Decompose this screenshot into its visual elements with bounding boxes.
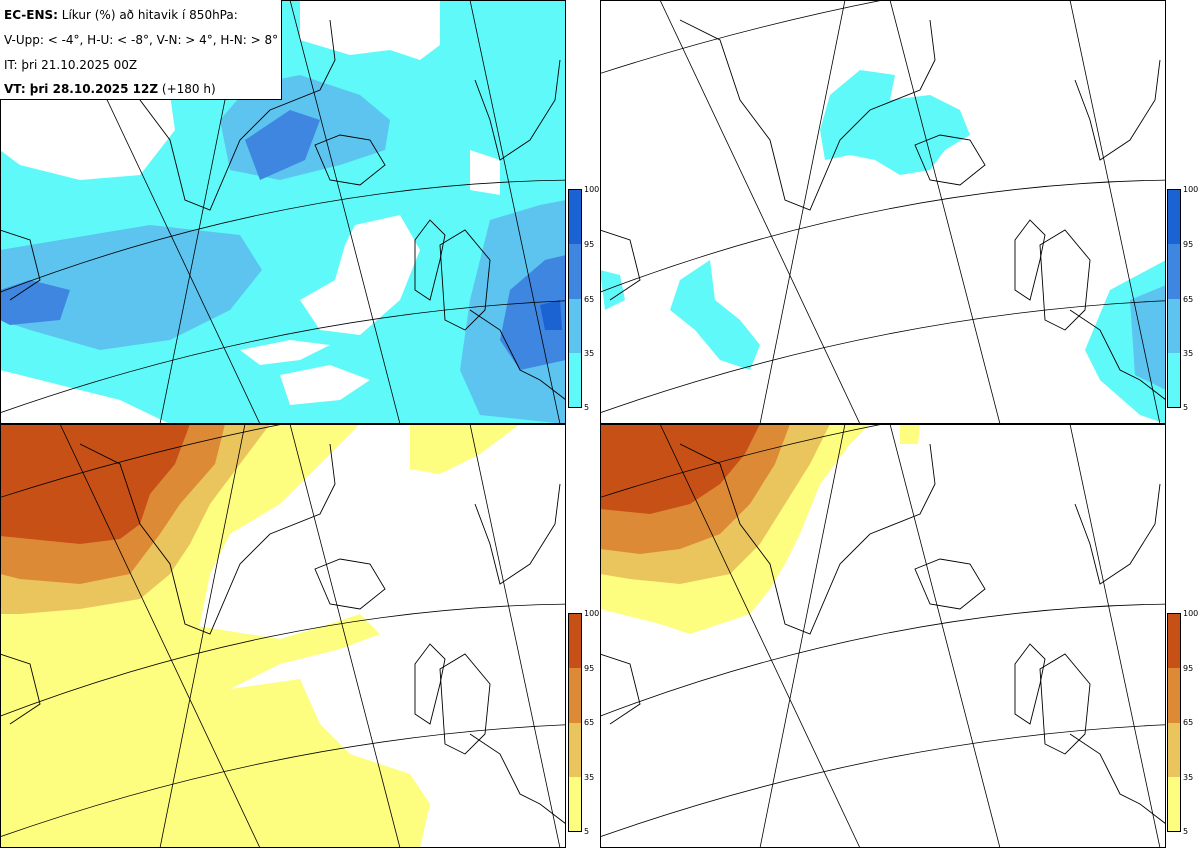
- valid-time: VT: þri 28.10.2025 12Z: [4, 82, 159, 96]
- colorbar-seg: [1168, 352, 1180, 407]
- colorbar-seg: [569, 614, 581, 669]
- colorbar-tick: 35: [1183, 349, 1194, 358]
- colorbar-tick: 65: [584, 718, 595, 727]
- colorbar-cold-left: [568, 189, 582, 408]
- model-label: EC-ENS:: [4, 8, 58, 22]
- map-cold-minus-8: [600, 0, 1166, 424]
- colorbar-tick: 5: [584, 403, 590, 412]
- coastlines: [600, 443, 1166, 825]
- colorbar-tick: 100: [584, 609, 600, 618]
- legend-info-box: EC-ENS: Líkur (%) að hitavik í 850hPa: V…: [0, 0, 282, 100]
- colorbar-seg: [569, 722, 581, 777]
- colorbar-tick: 5: [1183, 403, 1189, 412]
- graticule: [0, 424, 566, 848]
- colorbar-tick: 35: [584, 349, 595, 358]
- colorbar-tick: 95: [1183, 664, 1194, 673]
- coastlines: [0, 443, 566, 825]
- colorbar-tick: 65: [1183, 295, 1194, 304]
- map-warm-plus-4: [0, 424, 566, 848]
- colorbar-tick: 5: [584, 827, 590, 836]
- chart-description: Líkur (%) að hitavik í 850hPa:: [61, 8, 238, 22]
- colorbar-seg: [569, 352, 581, 407]
- colorbar-warm-left: [568, 613, 582, 832]
- map-panel-warm-plus-8: [600, 424, 1166, 848]
- colorbar-seg: [1168, 776, 1180, 831]
- colorbar-warm-right: [1167, 613, 1181, 832]
- colorbar-seg: [569, 668, 581, 723]
- colorbar-tick: 95: [1183, 240, 1194, 249]
- map-warm-plus-8: [600, 424, 1166, 848]
- map-panel-cold-minus-8: [600, 0, 1166, 424]
- forecast-step: (+180 h): [161, 82, 216, 96]
- colorbar-seg: [569, 298, 581, 353]
- colorbar-tick: 95: [584, 240, 595, 249]
- initial-time: IT: þri 21.10.2025 00Z: [4, 58, 138, 72]
- colorbar-seg: [569, 776, 581, 831]
- colorbar-seg: [1168, 244, 1180, 299]
- colorbar-tick: 95: [584, 664, 595, 673]
- colorbar-seg: [1168, 668, 1180, 723]
- graticule: [600, 0, 1166, 424]
- map-panel-warm-plus-4: [0, 424, 566, 848]
- colorbar-tick: 100: [584, 185, 600, 194]
- colorbar-cold-right: [1167, 189, 1181, 408]
- colorbar-seg: [1168, 614, 1180, 669]
- colorbar-tick: 65: [584, 295, 595, 304]
- colorbar-seg: [1168, 722, 1180, 777]
- colorbar-tick: 5: [1183, 827, 1189, 836]
- colorbar-seg: [1168, 298, 1180, 353]
- graticule: [600, 424, 1166, 848]
- colorbar-tick: 35: [584, 773, 595, 782]
- colorbar-seg: [569, 190, 581, 245]
- colorbar-seg: [569, 244, 581, 299]
- colorbar-tick: 100: [1183, 609, 1199, 618]
- probability-fill: [0, 424, 520, 848]
- colorbar-tick: 100: [1183, 185, 1199, 194]
- probability-fill: [600, 424, 920, 634]
- threshold-definitions: V-Upp: < -4°, H-U: < -8°, V-N: > 4°, H-N…: [4, 33, 279, 47]
- map-cold-minus-4: [0, 0, 566, 424]
- colorbar-tick: 35: [1183, 773, 1194, 782]
- colorbar-seg: [1168, 190, 1180, 245]
- coastlines: [600, 19, 1166, 401]
- map-panel-cold-minus-4: EC-ENS: Líkur (%) að hitavik í 850hPa: V…: [0, 0, 566, 424]
- probability-fill: [600, 70, 1166, 424]
- colorbar-tick: 65: [1183, 718, 1194, 727]
